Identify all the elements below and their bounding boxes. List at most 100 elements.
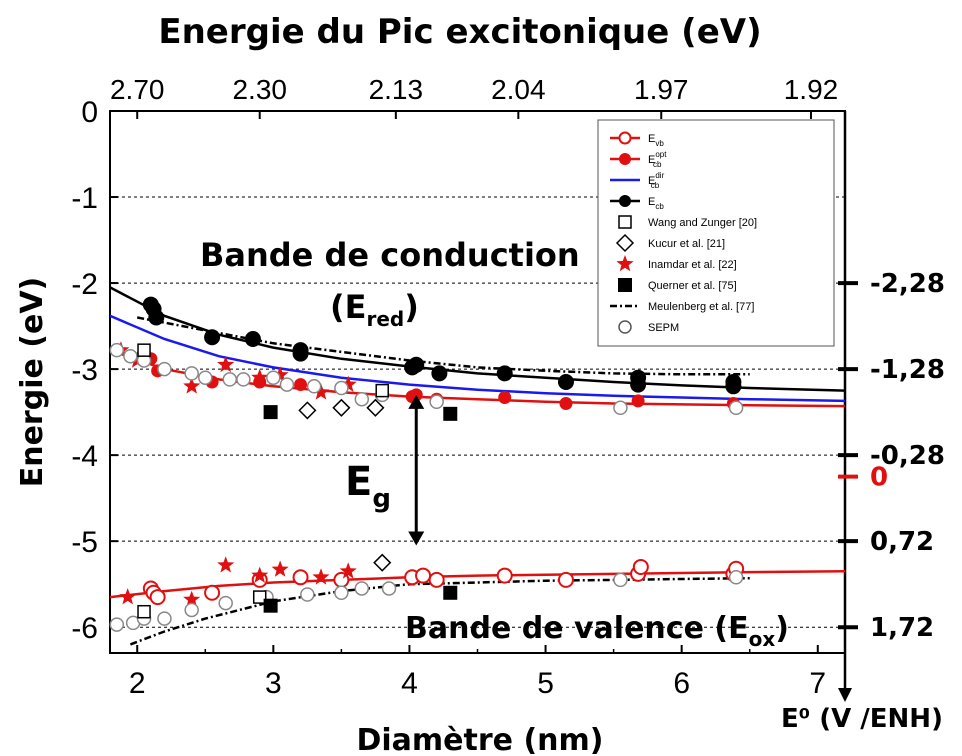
point-sepm — [184, 366, 199, 381]
right-axis-ticks: -2,28 -1,28 -0,280 0,72 1,72 — [838, 269, 945, 643]
eg-arrow-head-up — [408, 394, 425, 409]
point-wang-and-zunger — [252, 590, 267, 604]
curve-meulenberg-cb — [136, 316, 750, 376]
y-axis-label: Energie (eV) — [15, 277, 50, 488]
right-tick-label: -2,28 — [870, 269, 945, 299]
point-kucur — [366, 398, 385, 417]
right-tick-label: -0,28 — [870, 441, 945, 471]
point-querner — [263, 598, 278, 613]
legend-label: Inamdar et al. [22] — [648, 259, 737, 271]
point-sepm — [109, 617, 125, 632]
point-sepm — [157, 361, 172, 377]
point-e-cb-opt — [559, 397, 573, 411]
y-tick-label: -2 — [71, 268, 98, 301]
legend-box — [597, 119, 835, 347]
point-sepm — [728, 570, 744, 585]
chart-title: Energie du Pic excitonique (eV) — [158, 12, 761, 52]
top-axis-ticks: 2.70 2.30 2.13 2.04 1.97 1.92 — [110, 74, 838, 119]
legend-marker — [616, 255, 634, 272]
top-tick-label: 1.92 — [784, 74, 839, 105]
point-e-vb — [292, 569, 309, 586]
y-tick-label: -5 — [71, 526, 98, 559]
y-tick-label: -4 — [71, 440, 98, 473]
point-sepm — [613, 400, 628, 416]
legend-marker — [618, 215, 632, 229]
point-e-cb — [630, 376, 647, 393]
legend-marker — [618, 320, 632, 334]
point-inamdar — [217, 556, 235, 573]
point-e-cb — [557, 374, 574, 390]
point-kucur — [373, 553, 392, 572]
point-sepm — [109, 342, 125, 358]
point-sepm — [381, 581, 397, 596]
y-tick-label: -6 — [71, 612, 98, 645]
point-kucur — [332, 398, 351, 417]
point-inamdar — [339, 375, 357, 392]
point-sepm — [218, 595, 233, 611]
point-e-cb — [431, 365, 448, 382]
point-e-vb — [557, 571, 574, 588]
x-axis-ticks: 2 3 4 5 6 7 — [129, 645, 826, 700]
legend-label: Ecb — [648, 196, 664, 211]
point-e-vb — [204, 584, 221, 601]
legend-label: Querner et al. [75] — [648, 280, 737, 292]
point-sepm — [613, 572, 628, 588]
point-e-cb — [725, 378, 742, 395]
reduction-potential-label: (Ered) — [330, 288, 419, 331]
point-e-cb — [292, 345, 309, 362]
point-querner — [263, 405, 278, 420]
x-axis-label: Diamètre (nm) — [356, 723, 603, 756]
x-tick-label: 7 — [809, 667, 826, 700]
point-wang-and-zunger — [137, 604, 151, 619]
point-inamdar — [183, 377, 201, 394]
point-e-cb — [496, 365, 513, 382]
point-e-cb-opt — [498, 390, 512, 404]
point-wang-and-zunger — [137, 343, 151, 357]
top-tick-label: 2.13 — [369, 74, 424, 105]
y-tick-label: -3 — [71, 354, 98, 387]
legend-label: Kucur et al. [21] — [648, 238, 725, 250]
point-sepm — [184, 602, 199, 618]
band-gap-arrow-icon — [408, 394, 425, 546]
point-sepm — [354, 391, 370, 407]
y-tick-label: 0 — [81, 96, 98, 129]
right-tick-label: 1,72 — [870, 613, 934, 643]
x-tick-label: 5 — [537, 667, 554, 700]
right-axis-arrow-icon — [838, 688, 852, 702]
point-sepm — [157, 611, 172, 626]
point-inamdar — [251, 368, 269, 385]
legend-label: Meulenberg et al. [77] — [648, 301, 754, 313]
x-tick-label: 2 — [129, 667, 146, 700]
point-e-cb — [244, 330, 261, 347]
data-points — [109, 296, 745, 632]
point-querner — [443, 406, 458, 421]
point-e-cb — [148, 309, 165, 326]
legend-marker — [619, 153, 631, 165]
point-sepm — [266, 370, 281, 385]
point-sepm — [334, 380, 349, 396]
legend-label: Edir cb — [648, 171, 665, 190]
point-e-vb — [149, 589, 166, 606]
x-tick-label: 3 — [265, 667, 282, 700]
point-sepm — [198, 370, 213, 385]
point-e-vb — [415, 567, 432, 584]
legend-marker — [618, 278, 632, 292]
eg-arrow-head-down — [408, 531, 425, 546]
top-tick-label: 1.97 — [634, 74, 689, 105]
legend-marker — [619, 195, 631, 207]
right-tick-label: 0,72 — [870, 527, 934, 557]
point-inamdar — [312, 383, 330, 400]
point-inamdar — [183, 590, 201, 607]
x-tick-label: 4 — [401, 667, 418, 700]
point-e-cb-opt — [631, 394, 645, 408]
point-inamdar — [312, 568, 330, 585]
point-inamdar — [251, 566, 269, 583]
top-tick-label: 2.70 — [110, 74, 165, 105]
point-e-cb — [204, 329, 221, 346]
point-e-vb — [428, 571, 445, 588]
x-tick-label: 6 — [673, 667, 690, 700]
point-sepm — [236, 372, 251, 387]
point-sepm — [222, 372, 238, 387]
point-e-cb — [408, 356, 425, 373]
